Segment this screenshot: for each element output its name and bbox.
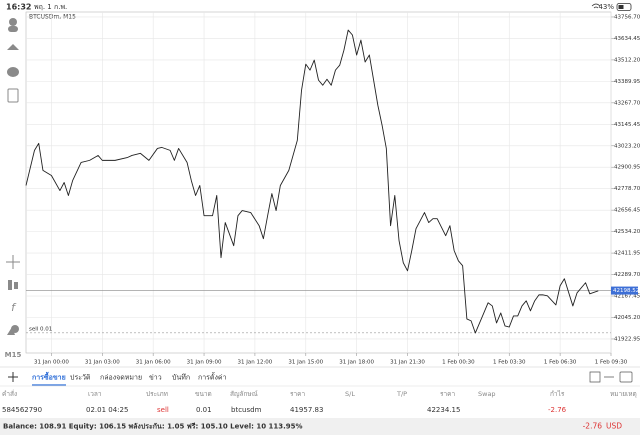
column-header: เวลา — [88, 390, 102, 398]
add-tab-button[interactable] — [8, 372, 18, 382]
y-tick-label: 41922.95 — [614, 336, 640, 342]
y-tick-label: 42167.45 — [614, 294, 640, 300]
x-tick-label: 31 Jan 00:00 — [34, 360, 69, 366]
cell-symbol: btcusdm — [231, 406, 262, 414]
price-line — [25, 29, 599, 334]
cell-price: 41957.83 — [290, 406, 323, 414]
cell-type: sell — [157, 406, 169, 414]
battery-icon — [616, 3, 632, 11]
column-header: หมายเหตุ — [610, 390, 637, 398]
layout-buttons[interactable] — [589, 371, 614, 383]
y-tick-label: 42411.95 — [614, 251, 640, 257]
column-header: T/P — [396, 390, 407, 398]
cell-current-price: 42234.15 — [427, 406, 460, 414]
y-tick-label: 42289.70 — [614, 272, 640, 278]
x-tick-label: 1 Feb 06:30 — [544, 360, 577, 366]
y-tick-label: 42534.20 — [614, 229, 640, 235]
status-time: 16:32 — [6, 3, 31, 12]
column-header: Swap — [478, 390, 496, 398]
candles-icon[interactable] — [8, 280, 12, 290]
y-tick-label: 42778.70 — [614, 186, 640, 192]
account-icon-body[interactable] — [8, 26, 18, 32]
timeframe-button[interactable]: M15 — [5, 351, 22, 359]
new-order-icon[interactable] — [7, 88, 19, 103]
tab[interactable]: กล่องจดหมาย — [100, 374, 142, 382]
left-toolbar[interactable]: f — [6, 18, 20, 335]
indicator-icon[interactable]: f — [11, 301, 17, 314]
chart-layer: 43756.70 43634.45 43512.20 43389.95 43267.70… — [25, 12, 640, 366]
battery-level — [618, 5, 624, 9]
total-profit: -2.76 — [583, 422, 603, 431]
x-tick-label: 31 Jan 18:00 — [339, 360, 374, 366]
crosshair-icon[interactable] — [6, 255, 20, 269]
column-header: ราคา — [290, 390, 305, 398]
tab[interactable]: บันทึก — [172, 373, 190, 382]
x-tick-label: 1 Feb 03:30 — [493, 360, 526, 366]
window-button[interactable] — [619, 371, 633, 383]
x-tick-label: 1 Feb 00:30 — [442, 360, 475, 366]
x-tick-label: 31 Jan 09:00 — [187, 360, 222, 366]
cell-order: 584562790 — [2, 406, 42, 414]
y-tick-label: 42656.45 — [614, 208, 640, 214]
column-header: S/L — [345, 390, 355, 398]
cell-time: 02.01 04:25 — [86, 406, 128, 414]
column-header: สัญลักษณ์ — [230, 390, 258, 398]
tab-bar: การซื้อขาย ประวัติ กล่องจดหมาย ข่าว บันทึก กา… — [32, 371, 227, 386]
objects-icon-2[interactable] — [7, 327, 15, 335]
x-tick-label: 1 Feb 09:30 — [595, 360, 628, 366]
cell-profit: -2.76 — [548, 406, 567, 414]
y-tick-label: 42045.20 — [614, 315, 640, 321]
column-header: ราคา — [440, 390, 455, 398]
candles-icon-2[interactable] — [14, 282, 18, 289]
chat-icon[interactable] — [7, 67, 19, 77]
tab[interactable]: การซื้อขาย — [32, 371, 66, 382]
wifi-icon — [591, 3, 601, 9]
tab[interactable]: ประวัติ — [70, 374, 91, 382]
x-tick-label: 31 Jan 06:00 — [136, 360, 171, 366]
column-header: คำสั่ง — [2, 389, 17, 398]
account-summary: Balance: 108.91 Equity: 106.15 พลังประกั… — [3, 423, 303, 431]
tab[interactable]: การตั้งค่า — [198, 371, 227, 382]
x-tick-label: 31 Jan 03:00 — [85, 360, 120, 366]
y-tick-label: 43267.70 — [614, 100, 640, 106]
x-tick-label: 31 Jan 15:00 — [288, 360, 323, 366]
currency: USD — [606, 422, 622, 431]
column-header: กำไร — [550, 390, 565, 398]
x-tick-label: 31 Jan 21:30 — [390, 360, 425, 366]
footer-bar — [0, 418, 640, 435]
current-price-box — [611, 286, 638, 295]
status-date: พฤ. 1 ก.พ. — [34, 3, 67, 11]
y-tick-label: 42900.95 — [614, 165, 640, 171]
y-tick-label: 43145.45 — [614, 122, 640, 128]
status-battery: 43% — [598, 3, 614, 11]
order-line-label: sell 0.01 — [29, 326, 52, 332]
y-tick-label: 43389.95 — [614, 79, 640, 85]
tab[interactable]: ข่าว — [149, 374, 162, 382]
cell-volume: 0.01 — [196, 406, 212, 414]
positions-table: คำสั่ง เวลา ประเภท ขนาด สัญลักษณ์ ราคา S/L T/P ร… — [2, 389, 637, 414]
trade-icon[interactable] — [7, 44, 19, 50]
y-tick-label: 43634.45 — [614, 36, 640, 42]
column-header: ประเภท — [146, 390, 168, 398]
column-header: ขนาด — [195, 390, 212, 398]
account-icon[interactable] — [9, 18, 17, 26]
current-price-label: 42198.52 — [613, 288, 639, 294]
y-tick-label: 43023.20 — [614, 143, 640, 149]
y-tick-label: 43756.70 — [614, 14, 640, 20]
y-tick-label: 43512.20 — [614, 57, 640, 63]
x-tick-label: 31 Jan 12:00 — [237, 360, 272, 366]
